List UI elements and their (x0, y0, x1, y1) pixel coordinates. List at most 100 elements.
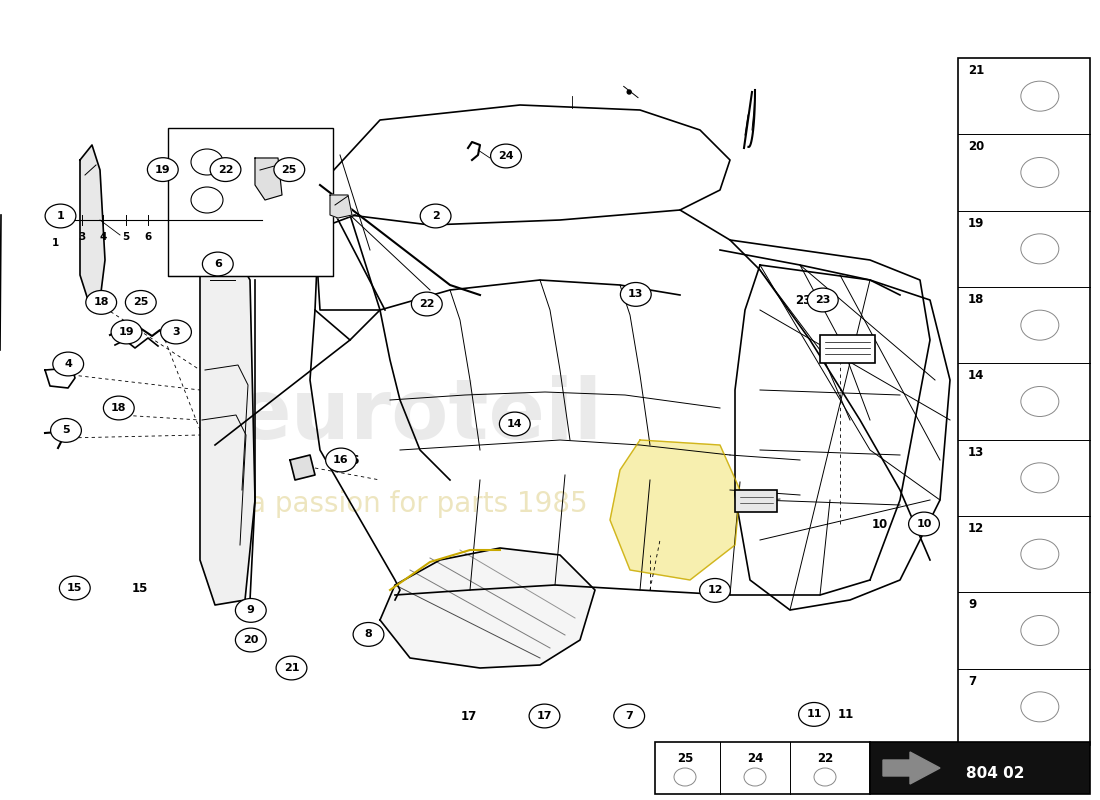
Ellipse shape (45, 204, 76, 228)
Text: 25: 25 (676, 752, 693, 765)
Text: a passion for parts 1985: a passion for parts 1985 (249, 490, 587, 518)
Text: 15: 15 (132, 582, 148, 594)
Ellipse shape (326, 448, 356, 472)
Ellipse shape (700, 578, 730, 602)
Ellipse shape (274, 158, 305, 182)
Ellipse shape (499, 412, 530, 436)
Ellipse shape (202, 252, 233, 276)
Ellipse shape (420, 204, 451, 228)
Text: 8: 8 (364, 630, 373, 639)
Ellipse shape (103, 396, 134, 420)
Text: 9: 9 (968, 598, 977, 611)
Bar (870, 742, 1090, 794)
Ellipse shape (491, 144, 521, 168)
Text: 3: 3 (173, 327, 179, 337)
Text: 23: 23 (795, 294, 812, 306)
Text: 9: 9 (246, 606, 255, 615)
Polygon shape (379, 548, 595, 668)
Text: 3: 3 (78, 232, 86, 242)
Text: 22: 22 (419, 299, 435, 309)
Text: 1: 1 (52, 238, 58, 248)
Text: 15: 15 (67, 583, 82, 593)
Text: 11: 11 (806, 710, 822, 719)
Text: 14: 14 (507, 419, 522, 429)
Ellipse shape (614, 704, 645, 728)
Text: 16: 16 (344, 454, 361, 466)
Text: 5: 5 (63, 426, 69, 435)
Text: 13: 13 (628, 290, 643, 299)
Text: 16: 16 (333, 455, 349, 465)
Polygon shape (610, 440, 740, 580)
Text: 20: 20 (968, 140, 984, 154)
Text: 2: 2 (431, 211, 440, 221)
Text: 22: 22 (218, 165, 233, 174)
Polygon shape (330, 195, 352, 218)
Ellipse shape (86, 290, 117, 314)
Bar (654, 742, 870, 794)
Text: 6: 6 (213, 259, 222, 269)
Text: 23: 23 (815, 295, 830, 305)
Polygon shape (80, 145, 104, 300)
Text: 6: 6 (144, 232, 152, 242)
Text: 24: 24 (498, 151, 514, 161)
Ellipse shape (147, 158, 178, 182)
Text: 11: 11 (838, 709, 855, 722)
Ellipse shape (235, 598, 266, 622)
Text: 22: 22 (817, 752, 833, 765)
Text: 18: 18 (94, 298, 109, 307)
Text: 10: 10 (916, 519, 932, 529)
Text: 24: 24 (747, 752, 763, 765)
Ellipse shape (620, 282, 651, 306)
Polygon shape (200, 245, 255, 605)
Ellipse shape (799, 702, 829, 726)
Text: 21: 21 (968, 64, 984, 77)
Text: 25: 25 (282, 165, 297, 174)
Text: 5: 5 (122, 232, 130, 242)
Ellipse shape (353, 622, 384, 646)
Bar (168, 128, 333, 276)
Text: 7: 7 (625, 711, 634, 721)
Text: 7: 7 (968, 674, 976, 688)
Text: 18: 18 (968, 293, 984, 306)
Text: 12: 12 (968, 522, 984, 535)
Text: 21: 21 (284, 663, 299, 673)
Text: 8: 8 (368, 629, 376, 642)
Polygon shape (290, 455, 315, 480)
Text: 17: 17 (461, 710, 477, 722)
Ellipse shape (276, 656, 307, 680)
Ellipse shape (909, 512, 939, 536)
Ellipse shape (53, 352, 84, 376)
Text: 19: 19 (155, 165, 170, 174)
Bar (958, 58, 1090, 745)
Bar (735, 490, 777, 512)
Ellipse shape (125, 290, 156, 314)
Ellipse shape (210, 158, 241, 182)
Text: 12: 12 (707, 586, 723, 595)
Polygon shape (255, 158, 282, 200)
Text: 25: 25 (133, 298, 148, 307)
Ellipse shape (161, 320, 191, 344)
Text: euroteil: euroteil (234, 375, 602, 457)
Text: 1: 1 (56, 211, 65, 221)
Ellipse shape (111, 320, 142, 344)
Polygon shape (883, 752, 940, 784)
Bar (820, 335, 874, 363)
Ellipse shape (529, 704, 560, 728)
Text: 19: 19 (968, 217, 984, 230)
Ellipse shape (235, 628, 266, 652)
Text: 6: 6 (220, 258, 229, 270)
Text: 17: 17 (537, 711, 552, 721)
Text: 4: 4 (64, 359, 73, 369)
Ellipse shape (807, 288, 838, 312)
Text: 10: 10 (872, 518, 889, 531)
Text: 2: 2 (430, 210, 438, 222)
Text: 804 02: 804 02 (966, 766, 1024, 781)
Text: 18: 18 (111, 403, 126, 413)
Text: 14: 14 (968, 370, 984, 382)
Circle shape (627, 90, 631, 94)
Ellipse shape (51, 418, 81, 442)
Text: 4: 4 (99, 232, 107, 242)
Text: 20: 20 (243, 635, 258, 645)
Ellipse shape (411, 292, 442, 316)
Text: 13: 13 (968, 446, 984, 458)
